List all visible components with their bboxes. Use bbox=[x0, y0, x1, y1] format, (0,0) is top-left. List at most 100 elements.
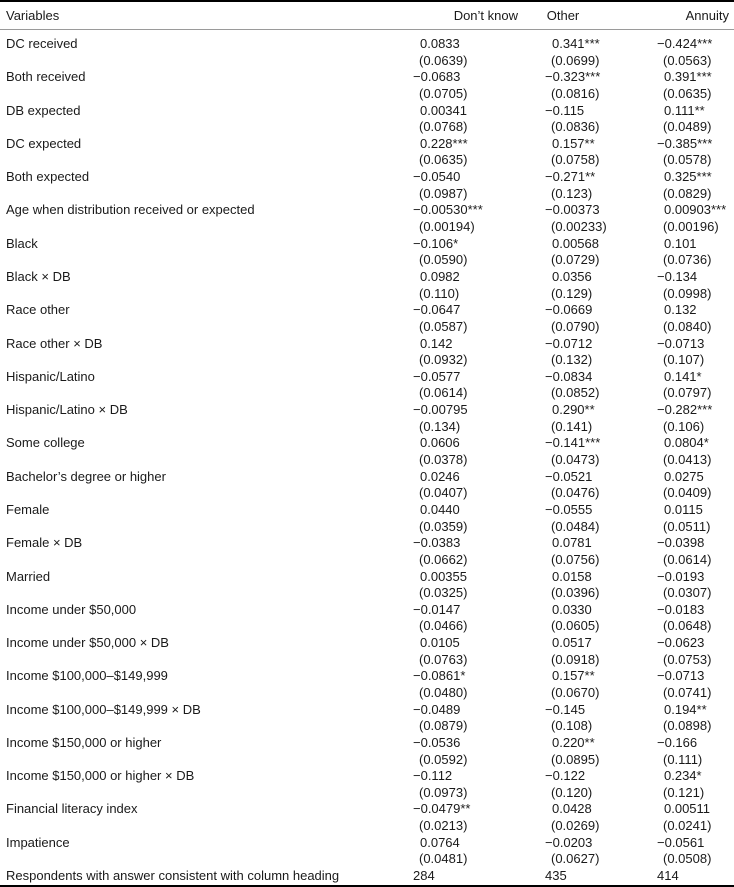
standard-error-row: (0.0635) (0.0758) (0.0578) bbox=[0, 152, 734, 169]
table-row: Age when distribution received or expect… bbox=[0, 202, 734, 219]
table-row: DB expected 0.00341 −0.115 0.111** bbox=[0, 103, 734, 120]
variable-label: DC received bbox=[6, 36, 78, 51]
standard-error-cell: (0.0466) bbox=[419, 618, 468, 634]
standard-error-cell: (0.0378) bbox=[419, 452, 468, 468]
standard-error-cell: (0.0511) bbox=[663, 518, 711, 534]
variable-label: Female bbox=[6, 501, 50, 517]
standard-error-cell: (0.0829) bbox=[663, 185, 712, 201]
standard-error-cell: (0.0587) bbox=[419, 318, 468, 334]
standard-error-cell: (0.129) bbox=[551, 285, 593, 301]
coefficient-cell: 0.0833 bbox=[420, 36, 460, 51]
coefficient-cell: −0.323*** bbox=[545, 69, 601, 85]
coefficient-cell: −0.0713 bbox=[657, 668, 705, 684]
standard-error-cell: (0.0973) bbox=[419, 784, 468, 800]
coefficient-cell: −0.0193 bbox=[657, 568, 705, 584]
coefficient-cell: −0.0669 bbox=[545, 302, 593, 318]
variable-label: Both received bbox=[6, 69, 86, 85]
standard-error-row: (0.0987) (0.123) (0.0829) bbox=[0, 186, 734, 203]
standard-error-cell: (0.0396) bbox=[551, 585, 600, 601]
table-row: Hispanic/Latino −0.0577 −0.0834 0.141* bbox=[0, 369, 734, 386]
standard-error-cell: (0.0635) bbox=[419, 152, 468, 168]
coefficient-cell: −0.0536 bbox=[413, 734, 461, 750]
standard-error-row: (0.0639) (0.0699) (0.0563) bbox=[0, 53, 734, 70]
coefficient-cell: 0.0105 bbox=[420, 635, 460, 651]
coefficient-cell: −0.00530*** bbox=[413, 202, 483, 218]
standard-error-cell: (0.0648) bbox=[663, 618, 712, 634]
coefficient-cell: −0.122 bbox=[545, 768, 586, 784]
coefficient-cell: −0.282*** bbox=[657, 402, 713, 418]
standard-error-row: (0.0879) (0.108) (0.0898) bbox=[0, 718, 734, 735]
coefficient-cell: 0.0440 bbox=[420, 501, 460, 517]
standard-error-cell: (0.0736) bbox=[663, 252, 712, 268]
variable-label: Female × DB bbox=[6, 535, 83, 551]
coefficient-cell: −0.0203 bbox=[545, 834, 593, 850]
variable-label: Income $150,000 or higher × DB bbox=[6, 768, 195, 784]
standard-error-cell: (0.0662) bbox=[419, 551, 468, 567]
coefficient-cell: 0.0115 bbox=[664, 501, 703, 517]
table-row: Hispanic/Latino × DB −0.00795 0.290** −0.28… bbox=[0, 402, 734, 419]
standard-error-row: (0.0587) (0.0790) (0.0840) bbox=[0, 319, 734, 336]
coefficient-cell: −0.00373 bbox=[545, 202, 600, 218]
coefficient-cell: 0.0275 bbox=[664, 468, 704, 484]
standard-error-cell: (0.0753) bbox=[663, 651, 712, 667]
respondent-count: 284 bbox=[413, 868, 435, 884]
standard-error-cell: (0.0563) bbox=[663, 52, 712, 68]
coefficient-cell: 0.0781 bbox=[552, 535, 592, 551]
coefficient-cell: 0.00355 bbox=[420, 568, 467, 584]
standard-error-cell: (0.00194) bbox=[419, 219, 475, 235]
coefficient-cell: 0.0606 bbox=[420, 435, 460, 451]
standard-error-cell: (0.0987) bbox=[419, 185, 468, 201]
coefficient-cell: −0.0540 bbox=[413, 169, 461, 185]
standard-error-cell: (0.0635) bbox=[663, 85, 712, 101]
coefficient-cell: −0.141*** bbox=[545, 435, 601, 451]
table-row: Income $150,000 or higher × DB −0.112 −0.1… bbox=[0, 768, 734, 785]
standard-error-cell: (0.0758) bbox=[551, 152, 600, 168]
respondent-count: 414 bbox=[657, 868, 679, 884]
coefficient-cell: 0.228*** bbox=[420, 135, 468, 151]
coefficient-cell: −0.0383 bbox=[413, 535, 461, 551]
coefficient-cell: 0.111** bbox=[664, 102, 705, 118]
standard-error-cell: (0.00196) bbox=[663, 219, 719, 235]
standard-error-cell: (0.0741) bbox=[663, 684, 712, 700]
coefficient-cell: −0.0561 bbox=[657, 834, 705, 850]
coefficient-cell: 0.00341 bbox=[420, 102, 467, 118]
table-body: DC received 0.0833 0.341*** −0.424*** (0.063… bbox=[0, 30, 734, 885]
coefficient-cell: −0.115 bbox=[545, 102, 585, 118]
variable-label: Hispanic/Latino × DB bbox=[6, 402, 128, 418]
standard-error-cell: (0.0614) bbox=[663, 551, 712, 567]
standard-error-row: (0.0768) (0.0836) (0.0489) bbox=[0, 119, 734, 136]
standard-error-cell: (0.0699) bbox=[551, 52, 600, 68]
coefficient-cell: −0.0683 bbox=[413, 69, 461, 85]
table-header: Variables Don’t know Other Annuity bbox=[0, 2, 734, 30]
standard-error-row: (0.0359) (0.0484) (0.0511) bbox=[0, 519, 734, 536]
standard-error-cell: (0.0409) bbox=[663, 485, 712, 501]
standard-error-cell: (0.132) bbox=[551, 352, 593, 368]
standard-error-cell: (0.0797) bbox=[663, 385, 712, 401]
standard-error-cell: (0.0895) bbox=[551, 751, 600, 767]
table-row: Bachelor’s degree or higher 0.0246 −0.0521… bbox=[0, 469, 734, 486]
standard-error-cell: (0.0269) bbox=[551, 818, 600, 834]
standard-error-row: (0.0213) (0.0269) (0.0241) bbox=[0, 818, 734, 835]
standard-error-cell: (0.0836) bbox=[551, 119, 600, 135]
standard-error-cell: (0.0508) bbox=[663, 851, 712, 867]
standard-error-cell: (0.0852) bbox=[551, 385, 600, 401]
variable-label: Impatience bbox=[6, 834, 70, 850]
coefficient-cell: −0.0147 bbox=[413, 601, 461, 617]
standard-error-row: (0.134) (0.141) (0.106) bbox=[0, 419, 734, 436]
standard-error-cell: (0.0768) bbox=[419, 119, 468, 135]
coefficient-cell: 0.194** bbox=[664, 701, 707, 717]
variable-label: Black bbox=[6, 235, 38, 251]
table-row: Income $100,000–$149,999 × DB −0.0489 −0.1… bbox=[0, 702, 734, 719]
footer-row: Respondents with answer consistent with … bbox=[0, 868, 734, 885]
variable-label: Some college bbox=[6, 435, 85, 451]
coefficient-cell: −0.0489 bbox=[413, 701, 461, 717]
coefficient-cell: −0.0398 bbox=[657, 535, 705, 551]
header-variables: Variables bbox=[6, 8, 60, 23]
standard-error-cell: (0.0816) bbox=[551, 85, 600, 101]
standard-error-cell: (0.141) bbox=[551, 418, 593, 434]
coefficient-cell: 0.0804* bbox=[664, 435, 709, 451]
standard-error-row: (0.0973) (0.120) (0.121) bbox=[0, 785, 734, 802]
coefficient-cell: −0.00795 bbox=[413, 402, 468, 418]
coefficient-cell: 0.101 bbox=[664, 235, 697, 251]
